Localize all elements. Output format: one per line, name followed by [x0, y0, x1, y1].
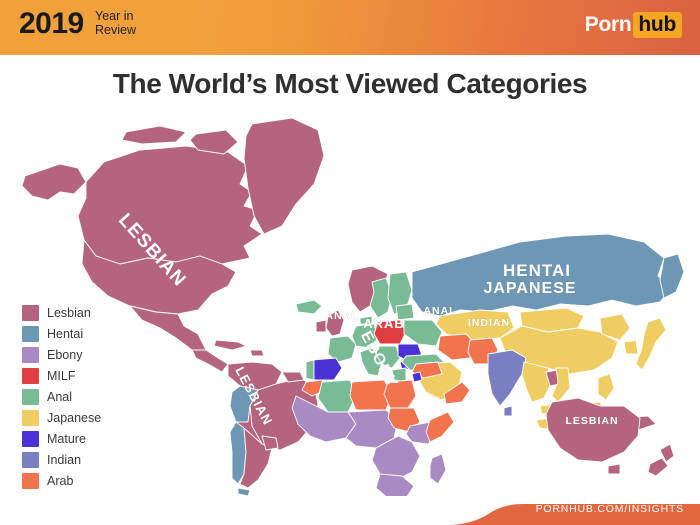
region-baltics[interactable]: [395, 303, 415, 321]
legend-label-milf: MILF: [47, 368, 76, 383]
legend-label-hentai: Hentai: [47, 326, 84, 341]
region-australia[interactable]: [545, 397, 641, 463]
region-ukraine[interactable]: [403, 319, 443, 347]
region-kamchatka[interactable]: [659, 253, 685, 299]
legend-swatch-mature: [22, 430, 39, 447]
region-alaska[interactable]: [21, 163, 87, 201]
map-label-algeria: ANAL: [325, 310, 358, 322]
region-baffin[interactable]: [189, 129, 239, 155]
region-iran[interactable]: [437, 333, 477, 361]
region-tierra-del-fuego[interactable]: [237, 487, 251, 496]
legend-item-japanese[interactable]: Japanese: [22, 407, 152, 428]
legend-label-lesbian: Lesbian: [47, 305, 91, 320]
region-canada[interactable]: [77, 145, 263, 265]
map-label-china: JAPANESE: [483, 280, 576, 297]
legend-swatch-hentai: [22, 325, 39, 342]
legend-item-hentai[interactable]: Hentai: [22, 323, 152, 344]
map-label-india: INDIAN: [468, 317, 510, 329]
legend-item-milf[interactable]: MILF: [22, 365, 152, 386]
map-label-saudi-arabia: ANAL: [423, 305, 456, 317]
header-subtitle-line1: Year in: [95, 9, 134, 23]
page-footer: PORNHUB.COM/INSIGHTS: [400, 495, 700, 525]
region-paraguay[interactable]: [261, 435, 279, 451]
region-sri-lanka[interactable]: [503, 405, 513, 417]
region-india[interactable]: [487, 349, 527, 407]
legend: Lesbian Hentai Ebony MILF Anal Japanese …: [22, 302, 152, 491]
legend-label-mature: Mature: [47, 431, 86, 446]
legend-item-indian[interactable]: Indian: [22, 449, 152, 470]
page-title: The World’s Most Viewed Categories: [112, 68, 588, 99]
region-ireland[interactable]: [315, 319, 327, 333]
region-east-africa[interactable]: [371, 435, 421, 481]
legend-swatch-anal: [22, 388, 39, 405]
legend-label-japanese: Japanese: [47, 410, 102, 425]
legend-swatch-japanese: [22, 409, 39, 426]
region-philippines[interactable]: [597, 373, 615, 401]
footer-url: PORNHUB.COM/INSIGHTS: [535, 503, 684, 515]
legend-item-mature[interactable]: Mature: [22, 428, 152, 449]
region-portugal[interactable]: [305, 359, 315, 381]
region-hispaniola[interactable]: [249, 349, 265, 357]
region-japan[interactable]: [635, 317, 667, 371]
region-iceland[interactable]: [295, 299, 323, 315]
legend-label-indian: Indian: [47, 452, 82, 467]
legend-label-anal: Anal: [47, 389, 73, 404]
world-map: LESBIAN LESBIAN HENTAI JAPANESE EBONY AR…: [0, 106, 700, 496]
region-myanmar-thailand[interactable]: [521, 361, 553, 403]
region-france[interactable]: [327, 335, 357, 363]
legend-item-lesbian[interactable]: Lesbian: [22, 302, 152, 323]
legend-item-ebony[interactable]: Ebony: [22, 344, 152, 365]
region-canada-arctic[interactable]: [121, 125, 187, 145]
region-somalia[interactable]: [425, 411, 455, 443]
region-madagascar[interactable]: [429, 453, 447, 485]
region-yemen-oman[interactable]: [443, 381, 471, 405]
header-subtitle: Year in Review: [95, 9, 136, 37]
pornhub-logo[interactable]: Porn hub: [584, 12, 682, 38]
region-russia[interactable]: [411, 233, 673, 317]
legend-label-arab: Arab: [47, 473, 74, 488]
region-tasmania[interactable]: [607, 463, 621, 475]
region-southern-africa[interactable]: [375, 473, 415, 496]
region-greenland[interactable]: [243, 117, 325, 235]
legend-swatch-lesbian: [22, 304, 39, 321]
legend-swatch-arab: [22, 472, 39, 489]
legend-item-anal[interactable]: Anal: [22, 386, 152, 407]
map-label-russia: HENTAI: [503, 261, 571, 280]
logo-text-hub: hub: [633, 12, 682, 38]
region-korea[interactable]: [623, 339, 639, 355]
region-central-america[interactable]: [191, 349, 229, 373]
region-new-zealand[interactable]: [659, 443, 675, 463]
header-year: 2019: [19, 7, 84, 40]
region-germany[interactable]: [351, 323, 379, 349]
header-subtitle-line2: Review: [95, 22, 136, 37]
footer-swoosh-shape: [400, 504, 700, 525]
map-label-north-africa: ARAB: [363, 316, 405, 331]
legend-item-arab[interactable]: Arab: [22, 470, 152, 491]
region-new-zealand-south[interactable]: [647, 457, 669, 477]
region-west-africa[interactable]: [291, 395, 357, 443]
page-header: 2019 Year in Review Porn hub: [0, 0, 700, 55]
region-israel[interactable]: [411, 371, 423, 383]
logo-text-porn: Porn: [584, 13, 632, 36]
region-northeast-china[interactable]: [599, 313, 631, 341]
legend-swatch-indian: [22, 451, 39, 468]
map-label-australia: LESBIAN: [565, 415, 618, 427]
legend-swatch-milf: [22, 367, 39, 384]
region-guyanas[interactable]: [281, 371, 305, 383]
region-sweden[interactable]: [369, 277, 393, 319]
region-united-states[interactable]: [81, 239, 237, 315]
legend-label-ebony: Ebony: [47, 347, 83, 362]
region-balkans[interactable]: [375, 345, 401, 369]
region-cuba[interactable]: [213, 339, 247, 351]
legend-swatch-ebony: [22, 346, 39, 363]
